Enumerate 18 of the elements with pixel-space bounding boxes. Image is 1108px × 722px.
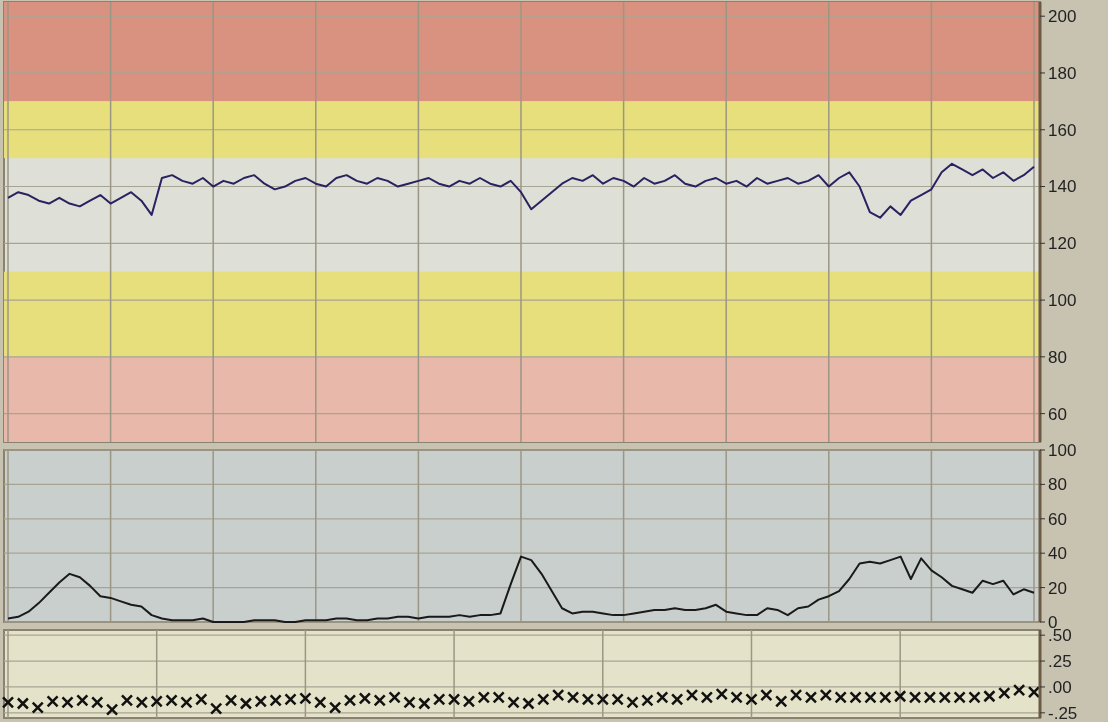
line-series: [7, 162, 1035, 219]
y-tick-label: 100: [1048, 440, 1077, 460]
y-tick-label: 160: [1048, 120, 1077, 140]
y-tick-label: 200: [1048, 7, 1077, 27]
line-series: [7, 555, 1035, 623]
y-tick-label: .25: [1048, 652, 1072, 672]
y-tick-label: 60: [1048, 404, 1067, 424]
y-tick-label: 80: [1048, 475, 1067, 495]
y-tick-label: -.25: [1048, 703, 1078, 722]
y-tick-label: .00: [1048, 677, 1072, 697]
y-tick-label: 100: [1048, 291, 1077, 311]
y-tick-label: 40: [1048, 544, 1067, 564]
y-tick-label: 20: [1048, 578, 1067, 598]
y-tick-label: 140: [1048, 177, 1077, 197]
y-tick-label: 120: [1048, 234, 1077, 254]
y-tick-label: 60: [1048, 509, 1067, 529]
y-tick-label: 80: [1048, 347, 1067, 367]
y-tick-label: 180: [1048, 63, 1077, 83]
